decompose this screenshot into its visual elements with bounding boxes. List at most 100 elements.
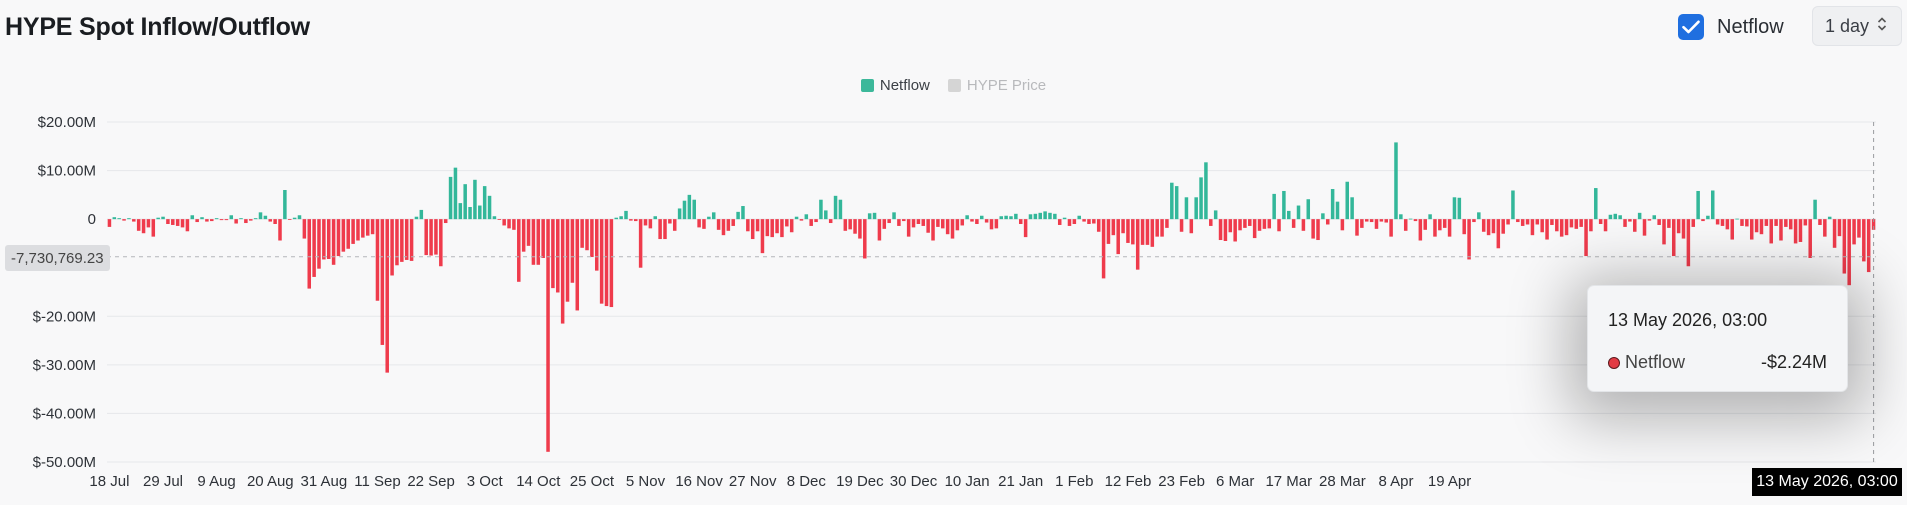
netflow-bar[interactable] [804, 214, 809, 220]
netflow-bar[interactable] [755, 219, 760, 232]
netflow-bar[interactable] [931, 219, 935, 241]
netflow-bar[interactable] [249, 219, 253, 221]
netflow-bar[interactable] [419, 209, 424, 220]
netflow-bar[interactable] [1438, 219, 1442, 231]
netflow-bar[interactable] [1179, 219, 1184, 232]
netflow-bar[interactable] [1433, 219, 1437, 237]
netflow-bar[interactable] [526, 219, 531, 246]
netflow-bar[interactable] [1447, 219, 1452, 237]
netflow-bar[interactable] [507, 219, 511, 229]
netflow-bar[interactable] [161, 216, 165, 220]
netflow-bar[interactable] [1764, 219, 1769, 226]
netflow-bar[interactable] [697, 219, 701, 228]
netflow-bar[interactable] [1408, 218, 1413, 220]
netflow-bar[interactable] [1530, 219, 1535, 236]
netflow-bar[interactable] [624, 210, 628, 220]
netflow-bar[interactable] [1774, 219, 1778, 226]
netflow-bar[interactable] [999, 216, 1003, 220]
netflow-bar[interactable] [1204, 162, 1208, 220]
netflow-bar[interactable] [1676, 219, 1681, 234]
netflow-bar[interactable] [809, 219, 813, 226]
netflow-bar[interactable] [1092, 219, 1096, 224]
netflow-bar[interactable] [1170, 182, 1174, 220]
netflow-bar[interactable] [439, 219, 443, 267]
netflow-bar[interactable] [965, 215, 969, 220]
netflow-bar[interactable] [132, 219, 136, 222]
netflow-bar[interactable] [1535, 219, 1540, 225]
netflow-checkbox[interactable] [1678, 14, 1704, 40]
netflow-bar[interactable] [1613, 213, 1618, 220]
netflow-bar[interactable] [599, 219, 604, 304]
netflow-bar[interactable] [151, 219, 156, 237]
netflow-bar[interactable] [195, 219, 199, 223]
netflow-bar[interactable] [1550, 219, 1554, 225]
netflow-bar[interactable] [351, 219, 355, 244]
netflow-bar[interactable] [1832, 219, 1837, 248]
netflow-bar[interactable] [1355, 219, 1359, 236]
netflow-bar[interactable] [453, 167, 458, 220]
netflow-bar[interactable] [1623, 219, 1627, 227]
netflow-bar[interactable] [1155, 219, 1159, 237]
netflow-bar[interactable] [370, 219, 375, 235]
netflow-bar[interactable] [911, 219, 916, 228]
netflow-bar[interactable] [1403, 219, 1408, 231]
netflow-bar[interactable] [1555, 219, 1559, 232]
netflow-bar[interactable] [287, 219, 292, 220]
netflow-bar[interactable] [1062, 217, 1067, 220]
netflow-bar[interactable] [858, 219, 862, 239]
netflow-bar[interactable] [1579, 219, 1583, 227]
netflow-bar[interactable] [278, 219, 282, 241]
netflow-bar[interactable] [1842, 219, 1847, 274]
netflow-bar[interactable] [1301, 219, 1306, 231]
netflow-bar[interactable] [492, 216, 497, 220]
netflow-bar[interactable] [1364, 219, 1369, 222]
netflow-bar[interactable] [1637, 212, 1642, 220]
netflow-bar[interactable] [1306, 199, 1311, 220]
netflow-bar[interactable] [541, 219, 545, 258]
netflow-bar[interactable] [575, 219, 580, 311]
netflow-bar[interactable] [1793, 219, 1798, 244]
netflow-bar[interactable] [273, 219, 277, 224]
netflow-bar[interactable] [906, 219, 911, 237]
netflow-bar[interactable] [1165, 219, 1169, 228]
netflow-bar[interactable] [551, 219, 555, 289]
netflow-bar[interactable] [863, 219, 867, 259]
netflow-bar[interactable] [1384, 219, 1388, 223]
netflow-bar[interactable] [1004, 215, 1008, 220]
netflow-bar[interactable] [1023, 219, 1028, 238]
netflow-bar[interactable] [1491, 219, 1496, 234]
netflow-bar[interactable] [760, 219, 765, 254]
netflow-bar[interactable] [1857, 219, 1861, 238]
netflow-bar[interactable] [136, 219, 141, 231]
netflow-bar[interactable] [1803, 219, 1808, 226]
netflow-bar[interactable] [941, 219, 945, 229]
netflow-bar[interactable] [1686, 219, 1691, 267]
netflow-bar[interactable] [468, 207, 472, 220]
netflow-bar[interactable] [1126, 219, 1130, 243]
netflow-bar[interactable] [677, 208, 682, 220]
netflow-bar[interactable] [1287, 210, 1291, 220]
netflow-bar[interactable] [185, 219, 190, 232]
netflow-bar[interactable] [1749, 219, 1754, 240]
netflow-bar[interactable] [1696, 190, 1700, 220]
netflow-bar[interactable] [473, 179, 477, 220]
netflow-bar[interactable] [1160, 219, 1164, 237]
netflow-bar[interactable] [175, 219, 180, 226]
netflow-bar[interactable] [1618, 215, 1622, 220]
netflow-bar[interactable] [1871, 219, 1876, 230]
netflow-bar[interactable] [1257, 219, 1262, 231]
netflow-bar[interactable] [1238, 219, 1242, 231]
netflow-bar[interactable] [1545, 219, 1549, 240]
netflow-bar[interactable] [1691, 219, 1696, 227]
netflow-bar[interactable] [365, 219, 370, 236]
netflow-bar[interactable] [521, 219, 526, 252]
netflow-bar[interactable] [1184, 197, 1189, 220]
netflow-bar[interactable] [1603, 219, 1608, 232]
netflow-bar[interactable] [268, 219, 273, 222]
netflow-bar[interactable] [970, 219, 974, 222]
netflow-bar[interactable] [1486, 219, 1491, 236]
netflow-bar[interactable] [156, 217, 160, 220]
netflow-bar[interactable] [1394, 142, 1398, 220]
netflow-bar[interactable] [356, 219, 360, 241]
netflow-bar[interactable] [1009, 216, 1013, 220]
